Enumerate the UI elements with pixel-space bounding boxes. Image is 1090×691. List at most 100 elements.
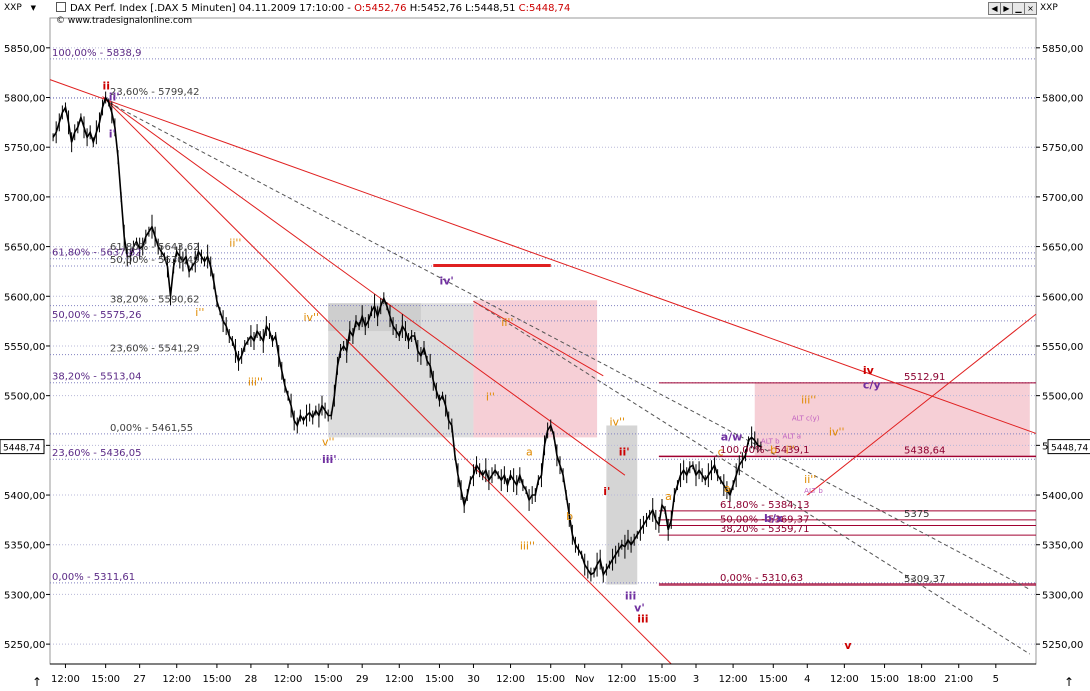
- fib-label: 50,00% - 5369,37: [720, 514, 809, 525]
- current-price-label-right: 5448,74: [1051, 444, 1088, 454]
- fib-label: 23,60% - 5436,05: [52, 448, 141, 459]
- alt-label: ALT b: [804, 487, 823, 495]
- wave-label: iii: [625, 589, 636, 602]
- y-tick-label-left: 5800,00: [4, 94, 45, 105]
- chart-title-bar: DAX Perf. Index [.DAX 5 Minuten] 04.11.2…: [56, 2, 570, 15]
- y-tick-label-left: 5600,00: [4, 292, 45, 303]
- wave-label: i'': [195, 306, 204, 319]
- fib-label: 0,00% - 5310,63: [720, 573, 803, 584]
- y-tick-label-left: 5400,00: [4, 491, 45, 502]
- y-tick-label-left: 5500,00: [4, 392, 45, 403]
- x-tick-label: 5: [993, 674, 999, 685]
- x-tick-label: 12:00: [719, 674, 748, 685]
- pink-zone: [473, 300, 598, 438]
- x-tick-label: 15:00: [202, 674, 231, 685]
- x-tick-label: 15:00: [536, 674, 565, 685]
- trend-line: [49, 79, 1037, 434]
- pink-zone-2: [754, 382, 1030, 456]
- close-icon[interactable]: ×: [1024, 2, 1037, 15]
- x-tick-label: 15:00: [759, 674, 788, 685]
- y-tick-label-right: 5800,00: [1042, 94, 1083, 105]
- y-tick-label-right: 5600,00: [1042, 292, 1083, 303]
- x-tick-label: 12:00: [607, 674, 636, 685]
- y-tick-label-right: 5300,00: [1042, 590, 1083, 601]
- fib-label: 61,80% - 5384,13: [720, 500, 809, 511]
- x-tick-label: 12:00: [496, 674, 525, 685]
- fib-label: 38,20% - 5590,62: [110, 295, 199, 306]
- wave-label: iii'': [520, 540, 535, 553]
- y-tick-label-right: 5650,00: [1042, 243, 1083, 254]
- wave-label: iv'': [609, 415, 625, 428]
- x-tick-label: 3: [693, 674, 699, 685]
- level-label: 5512,91: [904, 372, 945, 383]
- wave-label: ii'': [501, 316, 513, 329]
- trend-line: [806, 313, 1037, 496]
- wave-label: iii': [322, 453, 337, 466]
- trend-line: [108, 101, 626, 476]
- symbol-selector-left[interactable]: XXP ▼: [4, 2, 36, 14]
- y-tick-label-right: 5500,00: [1042, 392, 1083, 403]
- x-tick-label: 15:00: [425, 674, 454, 685]
- fib-label: 38,20% - 5359,71: [720, 524, 809, 535]
- wave-label: ii'': [229, 237, 241, 250]
- y-tick-label-left: 5750,00: [4, 143, 45, 154]
- y-tick-label-right: 5400,00: [1042, 491, 1083, 502]
- x-tick-label: 12:00: [162, 674, 191, 685]
- alt-label: ALT c(y): [792, 415, 820, 423]
- trend-line: [473, 300, 1031, 655]
- level-label: 5309,37: [904, 574, 945, 585]
- y-tick-label-left: 5550,00: [4, 342, 45, 353]
- wave-label: b: [770, 443, 777, 456]
- fib-label: 61,80% - 5643,62: [110, 242, 199, 253]
- x-tick-label: 4: [804, 674, 810, 685]
- fib-label: 0,00% - 5461,55: [110, 423, 193, 434]
- chevron-down-icon: ▼: [30, 4, 37, 12]
- close-value: C:5448,74: [518, 3, 571, 14]
- x-tick-label: 15:00: [91, 674, 120, 685]
- y-tick-label-right: 5550,00: [1042, 342, 1083, 353]
- y-tick-label-right: 5700,00: [1042, 193, 1083, 204]
- y-tick-label-right: 5850,00: [1042, 44, 1083, 55]
- menu-icon[interactable]: [56, 2, 66, 12]
- wave-label: a: [526, 445, 533, 458]
- current-price-box-left: [0, 439, 45, 455]
- wave-label: i'': [786, 443, 795, 456]
- x-tick-label: 27: [133, 674, 146, 685]
- trend-line: [102, 96, 672, 665]
- scroll-up-icon: ↑: [1064, 675, 1074, 688]
- symbol-selector-right[interactable]: XXP: [1040, 2, 1058, 14]
- x-tick-label: 29: [356, 674, 369, 685]
- wave-label: ii': [619, 445, 630, 458]
- symbol-right-label: XXP: [1040, 3, 1058, 13]
- x-tick-label: 12:00: [385, 674, 414, 685]
- wave-label: i': [603, 485, 610, 498]
- wave-label: iv'': [303, 311, 319, 324]
- fib-label: 0,00% - 5311,61: [52, 572, 135, 583]
- current-price-box-right: [1047, 439, 1090, 455]
- x-tick-label: 12:00: [51, 674, 80, 685]
- wave-label: i'': [486, 391, 495, 404]
- level-label: 5375: [904, 509, 929, 520]
- alt-label: ALT a: [783, 432, 802, 440]
- wave-label: ii'': [804, 473, 816, 486]
- wave-label: iv: [863, 364, 875, 377]
- fib-label: 23,60% - 5799,42: [110, 87, 199, 98]
- y-tick-label-left: 5300,00: [4, 590, 45, 601]
- wave-label: v: [844, 639, 852, 652]
- x-tick-label: 12:00: [274, 674, 303, 685]
- fib-label: 50,00% - 5575,26: [52, 310, 141, 321]
- wave-label: iii: [637, 612, 648, 625]
- y-tick-label-right: 5350,00: [1042, 541, 1083, 552]
- x-tick-label: 15:00: [314, 674, 343, 685]
- wave-label: a/w: [721, 430, 743, 443]
- y-tick-label-right: 5750,00: [1042, 143, 1083, 154]
- fib-label: 100,00% - 5838,9: [52, 48, 141, 59]
- wave-label: a: [724, 482, 731, 495]
- wave-label: v': [634, 601, 645, 614]
- wave-label: b/x: [764, 512, 783, 525]
- x-tick-label: 21:00: [944, 674, 973, 685]
- trend-line: [108, 102, 1031, 590]
- wave-label: v'': [322, 435, 335, 448]
